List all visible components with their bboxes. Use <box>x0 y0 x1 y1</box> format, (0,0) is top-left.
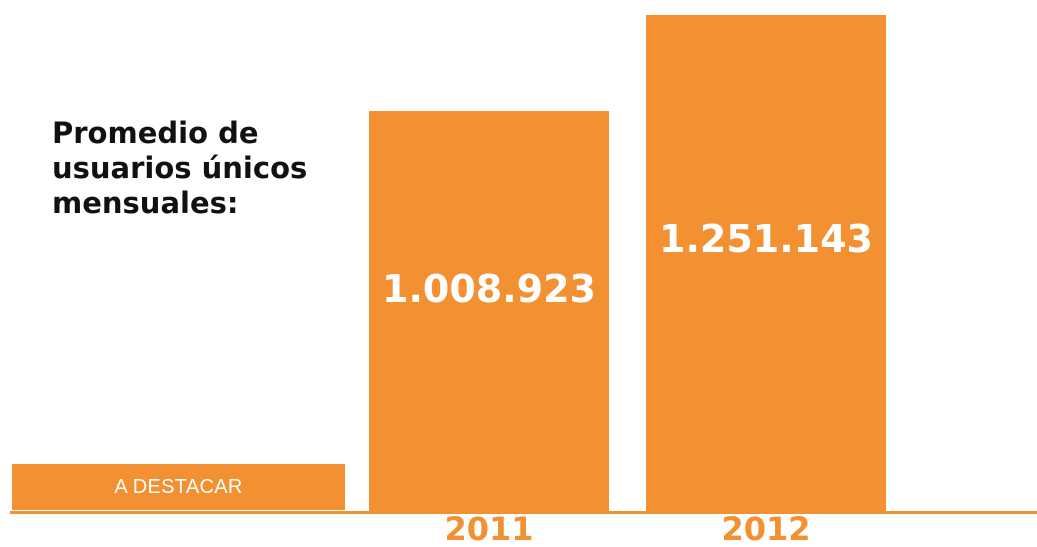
bar-2012 <box>646 15 886 511</box>
value-label-2012: 1.251.143 <box>659 217 873 261</box>
bar-2011 <box>369 111 609 512</box>
category-label-2012: 2012 <box>721 510 810 547</box>
category-label-2011: 2011 <box>444 510 533 547</box>
highlight-badge-label: A DESTACAR <box>114 475 243 498</box>
highlight-badge: A DESTACAR <box>12 464 345 510</box>
bars-layer <box>369 15 886 512</box>
chart-title: Promedio de usuarios únicos mensuales: <box>52 116 308 220</box>
value-label-2011: 1.008.923 <box>382 267 596 311</box>
labels-layer: 1.008.923 2011 1.251.143 2012 <box>382 217 873 547</box>
